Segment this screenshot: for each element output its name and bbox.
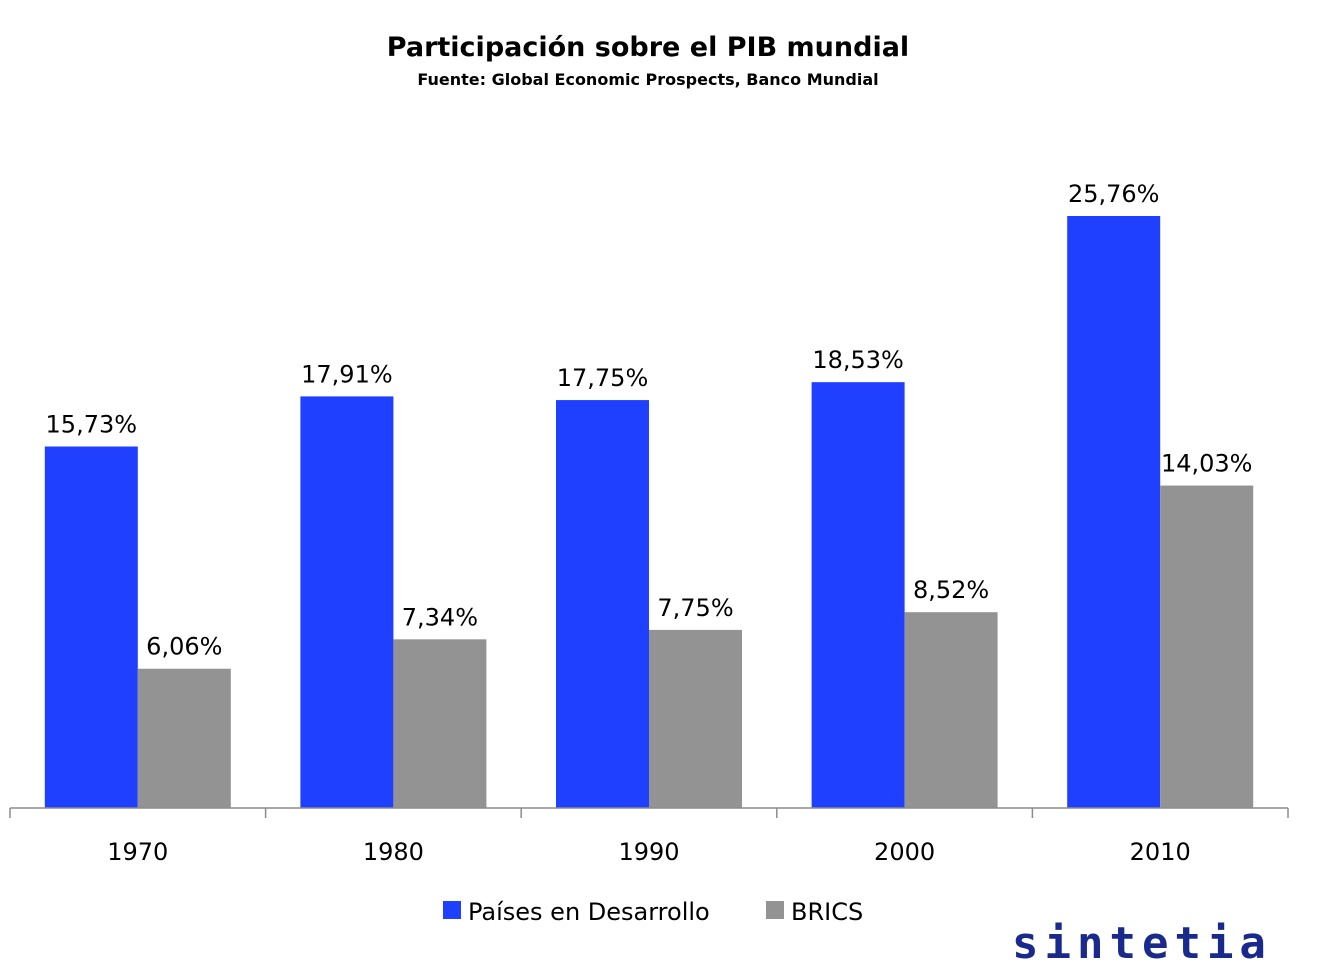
plot-area: 15,73% 6,06% 17,91% 7,34% 17,75% 7,75% 18,53% 8… <box>44 180 1254 808</box>
bar-paises-en-desarrollo-2010 <box>1067 216 1161 808</box>
bar-brics-1990 <box>649 629 742 808</box>
bar-brics-1980 <box>393 639 487 808</box>
bar-brics-1970 <box>137 668 231 808</box>
data-label-brics-2000: 8,52% <box>913 576 989 604</box>
bar-paises-en-desarrollo-1970 <box>44 446 138 808</box>
legend-label-brics: BRICS <box>791 898 863 926</box>
watermark-text: sintetia <box>1012 918 1272 969</box>
bar-brics-2000 <box>904 612 998 808</box>
data-label-brics-2010: 14,03% <box>1161 450 1253 478</box>
x-tick-label-2000: 2000 <box>874 838 935 866</box>
x-tick-label-2010: 2010 <box>1130 838 1191 866</box>
data-label-paises-en-desarrollo-1970: 15,73% <box>46 411 138 439</box>
bar-paises-en-desarrollo-1990 <box>556 400 649 808</box>
chart-title: Participación sobre el PIB mundial <box>387 32 909 63</box>
data-label-brics-1990: 7,75% <box>657 594 733 622</box>
x-axis-tick-labels: 1970 1980 1990 2000 2010 <box>107 838 1190 866</box>
legend-swatch-brics <box>766 901 784 919</box>
watermark-logo: sintetia <box>1012 918 1272 969</box>
legend-swatch-paises-en-desarrollo <box>443 901 461 919</box>
x-tick-label-1980: 1980 <box>363 838 424 866</box>
data-label-brics-1980: 7,34% <box>402 603 478 631</box>
x-tick-label-1990: 1990 <box>618 838 679 866</box>
legend: Países en Desarrollo BRICS <box>443 898 863 926</box>
legend-label-paises-en-desarrollo: Países en Desarrollo <box>468 898 710 926</box>
bar-brics-2010 <box>1160 485 1254 808</box>
bar-paises-en-desarrollo-1980 <box>300 396 394 808</box>
data-label-brics-1970: 6,06% <box>146 633 222 661</box>
data-label-paises-en-desarrollo-2000: 18,53% <box>812 346 904 374</box>
chart-subtitle: Fuente: Global Economic Prospects, Banco… <box>417 70 878 89</box>
x-tick-label-1970: 1970 <box>107 838 168 866</box>
data-label-paises-en-desarrollo-1980: 17,91% <box>301 360 393 388</box>
data-label-paises-en-desarrollo-2010: 25,76% <box>1068 180 1160 208</box>
x-axis-ticks <box>9 808 1289 818</box>
data-label-paises-en-desarrollo-1990: 17,75% <box>557 364 649 392</box>
bar-paises-en-desarrollo-2000 <box>811 382 905 808</box>
